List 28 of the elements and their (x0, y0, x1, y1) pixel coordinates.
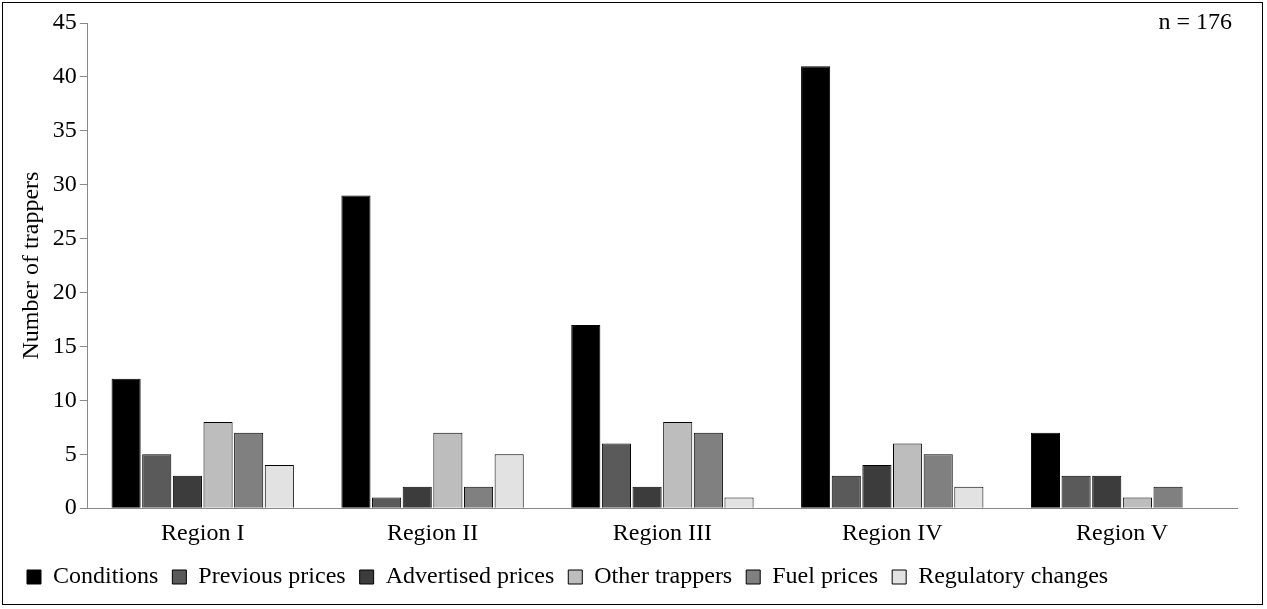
y-axis-title: Number of trappers (16, 171, 43, 360)
legend-label: Advertised prices (385, 562, 555, 589)
y-tick-label: 0 (64, 493, 77, 520)
legend-label: Conditions (53, 562, 159, 589)
annotation: n = 176 (1158, 8, 1232, 35)
legend-label: Other trappers (594, 562, 733, 589)
y-tick-label: 15 (52, 331, 77, 358)
bar (341, 195, 371, 508)
bar (571, 324, 601, 508)
x-tick-label: Region III (612, 518, 713, 545)
x-tick-label: Region IV (841, 518, 944, 545)
legend-label: Regulatory changes (918, 562, 1109, 589)
bar (1030, 432, 1061, 508)
bar (111, 378, 141, 508)
x-tick-label: Region I (161, 518, 245, 545)
y-tick-label: 25 (52, 223, 77, 250)
legend-label: Previous prices (198, 562, 346, 589)
y-tick-label: 45 (52, 8, 77, 35)
y-tick-label: 5 (64, 439, 77, 466)
bar (801, 66, 831, 508)
y-tick-label: 40 (52, 62, 77, 89)
y-tick-label: 20 (52, 277, 77, 304)
legend-label: Fuel prices (772, 562, 879, 589)
y-tick-label: 35 (52, 116, 77, 143)
y-tick-label: 10 (52, 385, 77, 412)
x-tick-label: Region V (1075, 518, 1169, 545)
x-tick-label: Region II (386, 518, 479, 545)
y-tick-label: 30 (52, 170, 77, 197)
